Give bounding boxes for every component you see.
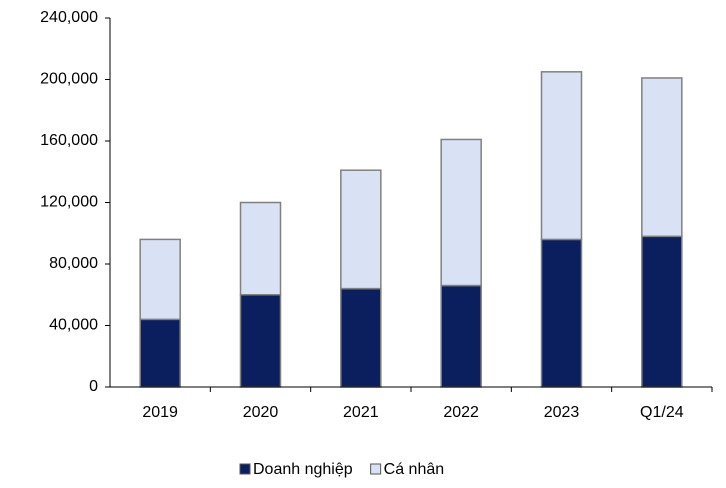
y-tick-label: 40,000 bbox=[49, 317, 98, 334]
bar-segment bbox=[641, 77, 683, 238]
legend-label: Doanh nghiệp bbox=[253, 461, 353, 478]
bar-segment bbox=[239, 294, 282, 388]
legend-swatch bbox=[239, 463, 251, 475]
y-tick-label: 120,000 bbox=[40, 194, 98, 211]
bar-segment bbox=[440, 138, 482, 287]
bar-segment bbox=[641, 235, 683, 388]
y-tick-label: 240,000 bbox=[40, 9, 98, 26]
bar-segment bbox=[440, 284, 482, 388]
x-tick-label: 2022 bbox=[443, 404, 479, 421]
x-tick-label: 2019 bbox=[142, 404, 178, 421]
y-tick-label: 80,000 bbox=[49, 255, 98, 272]
bar-segment bbox=[139, 318, 181, 388]
y-tick-label: 160,000 bbox=[40, 132, 98, 149]
legend-label: Cá nhân bbox=[384, 461, 445, 478]
bar-segment bbox=[540, 238, 583, 388]
y-tick-label: 200,000 bbox=[40, 71, 98, 88]
bar-segment bbox=[340, 287, 382, 388]
x-tick-label: Q1/24 bbox=[640, 404, 684, 421]
x-tick-label: 2021 bbox=[343, 404, 379, 421]
legend-swatch bbox=[370, 463, 382, 475]
x-tick-label: 2020 bbox=[243, 404, 279, 421]
y-tick-label: 0 bbox=[89, 378, 98, 395]
bar-segment bbox=[239, 201, 282, 296]
x-tick-label: 2023 bbox=[544, 404, 580, 421]
bar-segment bbox=[139, 238, 181, 321]
bar-segment bbox=[340, 169, 382, 290]
bar-segment bbox=[540, 71, 583, 241]
